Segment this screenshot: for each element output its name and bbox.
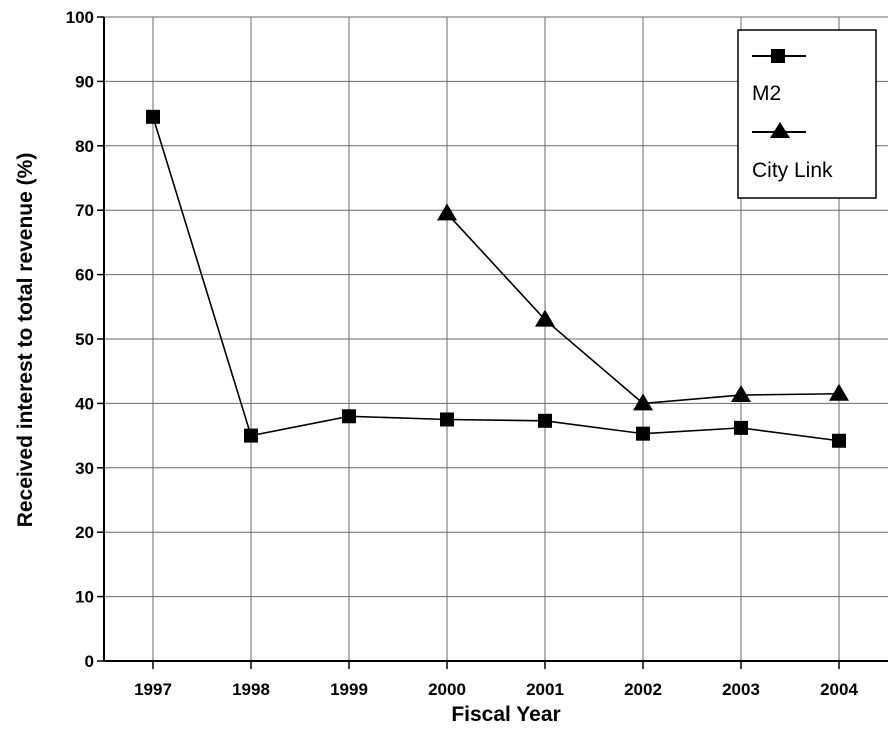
x-tick-label: 2004 (820, 680, 858, 699)
data-point-square (146, 109, 160, 124)
series-line (152, 116, 840, 442)
y-tick-label: 20 (75, 523, 94, 542)
y-tick-label: 50 (75, 330, 94, 349)
legend-box (737, 29, 877, 199)
legend-citylink-label: City Link (752, 159, 833, 182)
x-tick-label: 2000 (428, 680, 466, 699)
x-tick-label: 2003 (722, 680, 760, 699)
data-point-triangle (437, 203, 457, 221)
data-point-square (244, 428, 258, 443)
y-tick-label: 0 (85, 652, 94, 671)
axes (97, 16, 888, 669)
x-tick-label: 1998 (232, 680, 270, 699)
data-point-square (342, 409, 356, 424)
legend: M2 City Link (737, 29, 877, 199)
grid-lines (104, 16, 888, 661)
y-tick-label: 60 (75, 266, 94, 285)
data-point-triangle (829, 383, 849, 401)
y-tick-label: 40 (75, 394, 94, 413)
data-point-triangle (633, 393, 653, 411)
y-tick-label: 70 (75, 201, 94, 220)
y-tick-label: 90 (75, 72, 94, 91)
y-tick-label: 10 (75, 588, 94, 607)
y-axis-title: Received interest to total revenue (%) (14, 153, 37, 528)
data-point-square (538, 413, 552, 428)
y-tick-label: 80 (75, 137, 94, 156)
y-tick-labels: 0 10 20 30 40 50 60 70 80 90 100 (66, 8, 94, 671)
data-point-square (636, 426, 650, 441)
data-point-square (734, 420, 748, 435)
legend-m2-label: M2 (752, 82, 781, 105)
x-tick-label: 1999 (330, 680, 368, 699)
data-point-triangle (535, 309, 555, 327)
data-point-triangle (731, 385, 751, 403)
data-series (146, 109, 849, 448)
data-point-square (440, 412, 454, 427)
x-axis-title: Fiscal Year (451, 703, 560, 726)
legend-citylink-marker (770, 122, 790, 138)
x-tick-labels: 1997 1998 1999 2000 2001 2002 2003 2004 (134, 680, 858, 699)
y-tick-label: 30 (75, 459, 94, 478)
y-tick-label: 100 (66, 8, 94, 27)
data-point-square (832, 433, 846, 448)
legend-m2-marker (771, 49, 785, 63)
x-tick-label: 2002 (624, 680, 662, 699)
series-m2 (146, 109, 846, 448)
x-tick-label: 2001 (526, 680, 564, 699)
series-city-link (437, 203, 849, 411)
x-tick-label: 1997 (134, 680, 172, 699)
